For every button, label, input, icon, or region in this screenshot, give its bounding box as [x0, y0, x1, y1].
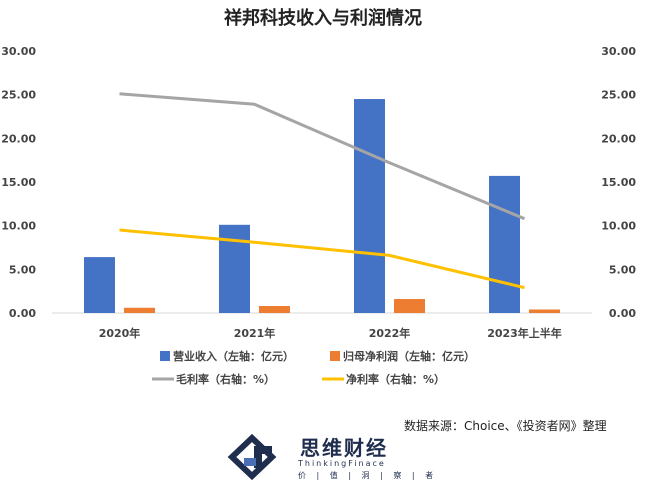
logo-tagline: 价 | 值 | 洞 | 察 | 者 — [298, 471, 438, 480]
right-tick-label: 0.00 — [609, 307, 636, 320]
legend-swatch — [160, 351, 170, 361]
bar-net-profit — [259, 306, 290, 313]
line-net-margin — [119, 228, 525, 290]
category-label: 2023年上半年 — [487, 326, 562, 340]
legend-label: 毛利率（右轴：%） — [176, 372, 275, 386]
left-tick-label: 5.00 — [9, 263, 36, 276]
source-note: 数据来源：Choice、《投资者网》整理 — [404, 419, 607, 433]
bar-net-profit — [394, 299, 425, 313]
right-tick-label: 10.00 — [601, 220, 636, 233]
x-axis-labels: 2020年 2021年 2022年 2023年上半年 — [99, 326, 562, 340]
line-series — [119, 92, 526, 290]
legend-swatch — [330, 351, 340, 361]
right-tick-label: 20.00 — [601, 132, 636, 145]
left-tick-label: 30.00 — [1, 45, 36, 58]
legend: 营业收入（左轴：亿元） 归母净利润（左轴：亿元） 毛利率（右轴：%） 净利率（右轴：%… — [152, 349, 475, 386]
chart-title: 祥邦科技收入与利润情况 — [224, 7, 422, 29]
category-label: 2020年 — [99, 326, 141, 340]
legend-label: 营业收入（左轴：亿元） — [173, 349, 294, 363]
bar-revenue — [84, 257, 115, 313]
bar-net-profit — [124, 307, 155, 313]
logo-name: 思维财经 — [300, 436, 388, 460]
right-axis: 0.00 5.00 10.00 15.00 20.00 25.00 30.00 — [601, 45, 636, 320]
bar-revenue — [354, 99, 385, 314]
category-label: 2022年 — [369, 326, 411, 340]
legend-label: 归母净利润（左轴：亿元） — [343, 349, 475, 363]
left-tick-label: 15.00 — [1, 176, 36, 189]
right-tick-label: 25.00 — [601, 89, 636, 102]
chart-area: 祥邦科技收入与利润情况 0.00 5.00 10.00 15.00 20.00 25.00… — [1, 7, 636, 386]
line-gross-margin — [119, 92, 526, 221]
left-tick-label: 0.00 — [9, 307, 36, 320]
right-tick-label: 5.00 — [609, 263, 636, 276]
logo-english: ThinkingFinace — [298, 459, 386, 468]
left-tick-label: 20.00 — [1, 132, 36, 145]
bar-revenue — [489, 175, 520, 313]
legend-label: 净利率（右轴：%） — [346, 372, 445, 386]
left-tick-label: 10.00 — [1, 220, 36, 233]
right-tick-label: 15.00 — [601, 176, 636, 189]
left-tick-label: 25.00 — [1, 89, 36, 102]
category-label: 2021年 — [234, 326, 276, 340]
brand-logo: 思维财经 ThinkingFinace 价 | 值 | 洞 | 察 | 者 — [222, 432, 442, 482]
right-tick-label: 30.00 — [601, 45, 636, 58]
bar-series — [84, 99, 560, 314]
left-axis: 0.00 5.00 10.00 15.00 20.00 25.00 30.00 — [1, 45, 36, 320]
bar-net-profit — [529, 309, 560, 313]
logo-emblem-icon — [227, 433, 277, 481]
